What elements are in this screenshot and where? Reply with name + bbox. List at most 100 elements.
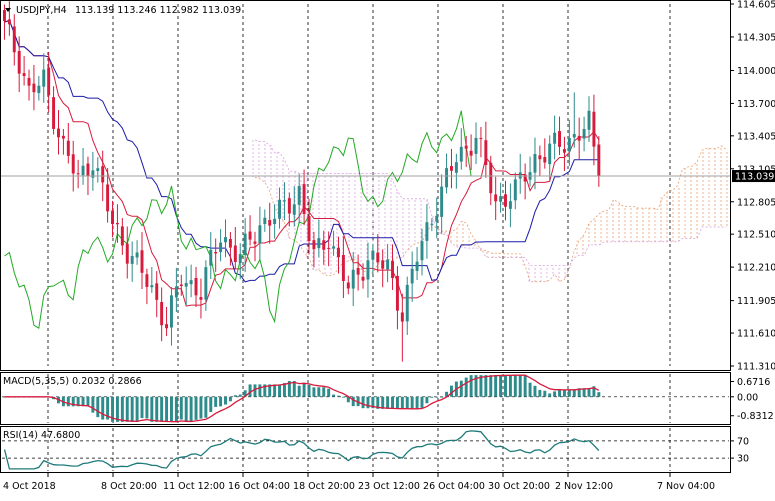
macd-histogram-bar <box>460 381 463 397</box>
macd-histogram-bar <box>504 375 507 397</box>
candle-body <box>470 151 473 156</box>
cloud-segment <box>415 199 420 243</box>
macd-histogram-bar <box>499 375 502 397</box>
candle-body <box>8 19 11 24</box>
macd-histogram-bar <box>303 383 306 397</box>
price-tick-label: 112.805 <box>737 197 775 208</box>
cloud-segment <box>636 208 641 242</box>
macd-histogram-bar <box>597 392 600 397</box>
candle-body <box>588 111 591 130</box>
macd-histogram-bar <box>416 397 419 409</box>
candle-body <box>568 138 571 151</box>
macd-histogram-bar <box>588 388 591 397</box>
candle-body <box>199 297 202 300</box>
macd-histogram-bar <box>224 397 227 405</box>
candle-body <box>533 154 536 173</box>
candle-body <box>136 252 139 257</box>
candle-body <box>455 162 458 173</box>
macd-histogram-bar <box>155 397 158 422</box>
time-tick-label: 16 Oct 04:00 <box>228 481 290 492</box>
candle-body <box>543 157 546 162</box>
candle-body <box>180 285 183 286</box>
macd-histogram-bar <box>258 384 261 396</box>
time-tick-label: 4 Oct 2018 <box>3 481 56 492</box>
candle-body <box>484 140 487 165</box>
macd-histogram-bar <box>185 397 188 422</box>
candle-body <box>322 240 325 249</box>
candle-body <box>583 129 586 139</box>
price-tick-label: 111.610 <box>737 329 775 340</box>
cloud-segment <box>562 266 567 280</box>
candle-body <box>465 146 468 149</box>
candle-body <box>47 68 50 96</box>
macd-histogram-bar <box>553 391 556 396</box>
price-tick-label: 114.305 <box>737 32 775 43</box>
time-tick-label: 30 Oct 20:00 <box>488 481 550 492</box>
cloud-segment <box>719 146 724 227</box>
candle-body <box>249 232 252 240</box>
macd-histogram-bar <box>519 375 522 397</box>
candle-body <box>67 141 70 156</box>
candle-body <box>37 86 40 93</box>
macd-histogram-bar <box>298 386 301 397</box>
cloud-segment <box>616 203 621 242</box>
candle-body <box>548 144 551 164</box>
candle-body <box>258 225 261 243</box>
macd-histogram-bar <box>145 397 148 419</box>
cloud-segment <box>533 266 538 282</box>
macd-histogram-bar <box>489 375 492 397</box>
candle-body <box>371 251 374 260</box>
candle-body <box>219 243 222 252</box>
candle-body <box>357 268 360 275</box>
cloud-segment <box>253 140 258 177</box>
cloud-segment <box>542 266 547 282</box>
macd-histogram-bar <box>283 383 286 397</box>
candle-body <box>91 170 94 177</box>
macd-histogram-bar <box>195 397 198 420</box>
candle-body <box>366 260 369 279</box>
macd-histogram-bar <box>568 390 571 397</box>
candle-body <box>273 219 276 224</box>
cloud-segment <box>351 173 356 258</box>
candle-body <box>195 278 198 295</box>
cloud-segment <box>601 211 606 242</box>
candle-body <box>214 252 217 253</box>
candle-body <box>288 198 291 213</box>
macd-histogram-bar <box>396 397 399 409</box>
macd-histogram-bar <box>430 397 433 398</box>
candle-body <box>494 194 497 201</box>
macd-histogram-bar <box>308 385 311 397</box>
macd-histogram-bar <box>249 384 252 396</box>
cloud-segment <box>272 153 277 207</box>
candle-body <box>509 201 512 209</box>
candle-body <box>185 283 188 287</box>
macd-histogram-bar <box>322 387 325 397</box>
candle-body <box>52 97 55 129</box>
macd-title: MACD(5,35,5) 0.2032 0.2866 <box>3 376 142 387</box>
cloud-segment <box>690 166 695 238</box>
macd-histogram-bar <box>366 397 369 408</box>
candle-body <box>239 254 242 263</box>
macd-histogram-bar <box>470 375 473 397</box>
macd-histogram-bar <box>116 397 119 422</box>
candle-body <box>332 246 335 248</box>
time-tick-label: 26 Oct 04:00 <box>423 481 485 492</box>
cloud-segment <box>459 221 464 246</box>
macd-histogram-bar <box>391 397 394 409</box>
macd-histogram-bar <box>509 375 512 397</box>
cloud-segment <box>400 199 405 258</box>
macd-histogram-bar <box>165 397 168 422</box>
price-tick-label: 112.510 <box>737 230 775 241</box>
cloud-segment <box>606 210 611 242</box>
candle-body <box>131 256 134 264</box>
time-tick-label: 2 Nov 12:00 <box>555 481 613 492</box>
candle-body <box>170 295 173 327</box>
candle-body <box>592 112 595 147</box>
candle-body <box>435 216 438 222</box>
macd-histogram-bar <box>352 397 355 406</box>
candle-body <box>573 134 576 138</box>
candle-body <box>3 10 6 21</box>
